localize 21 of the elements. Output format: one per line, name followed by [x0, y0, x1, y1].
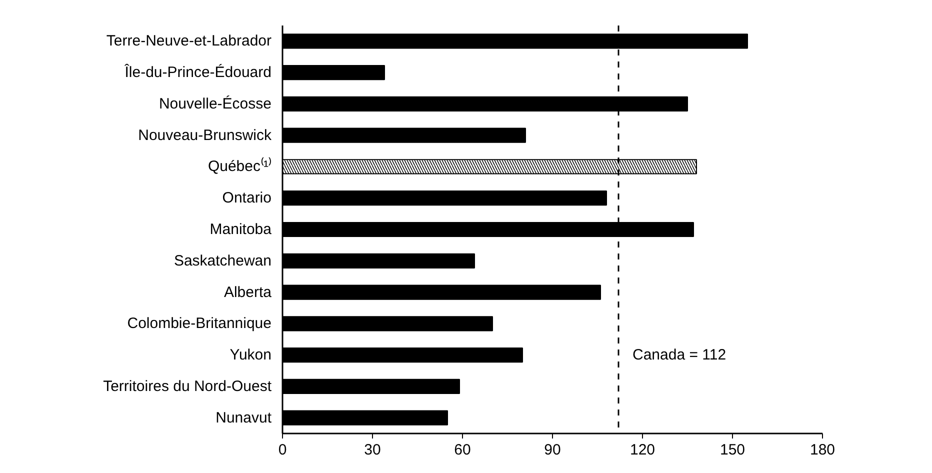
- y-tick-label: Alberta: [224, 284, 272, 301]
- y-tick-label: Île-du-Prince-Édouard: [124, 63, 272, 82]
- y-tick-label: Colombie-Britannique: [127, 315, 272, 332]
- y-tick-label: Manitoba: [210, 221, 272, 238]
- x-tick-label: 60: [454, 442, 471, 458]
- y-tick-label: Terre-Neuve-et-Labrador: [106, 32, 272, 50]
- y-tick-label: Nouvelle-Écosse: [158, 94, 272, 112]
- y-tick-label: Territoires du Nord-Ouest: [103, 378, 272, 395]
- ref-line-label: Canada = 112: [632, 346, 726, 364]
- y-tick-label: Saskatchewan: [174, 252, 272, 270]
- y-tick-label: Nunavut: [216, 409, 272, 426]
- y-tick-label: Québec⁽¹⁾: [208, 157, 272, 176]
- y-tick-label: Yukon: [230, 346, 272, 364]
- x-tick-label: 0: [278, 442, 287, 458]
- x-tick-label: 180: [810, 442, 836, 458]
- x-tick-label: 120: [630, 442, 656, 458]
- y-tick-label: Ontario: [222, 190, 272, 207]
- x-tick-label: 30: [364, 442, 381, 458]
- y-tick-label: Nouveau-Brunswick: [138, 126, 272, 144]
- x-tick-label: 150: [720, 442, 746, 458]
- x-tick-label: 90: [544, 442, 561, 458]
